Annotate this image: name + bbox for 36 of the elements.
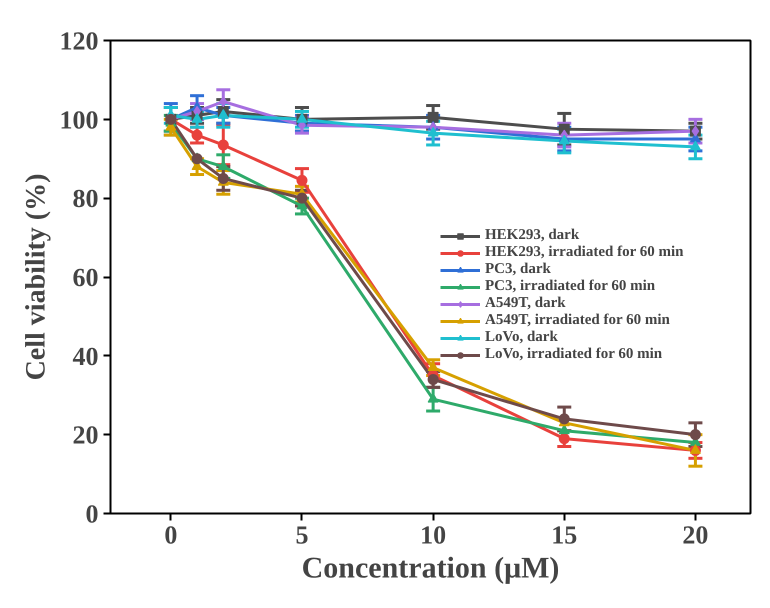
legend-label: PC3, irradiated for 60 min xyxy=(485,278,656,295)
point xyxy=(296,192,308,204)
point xyxy=(219,96,228,108)
point xyxy=(558,433,570,444)
point xyxy=(192,130,203,141)
y-tick-label: 100 xyxy=(60,105,98,134)
legend-label: PC3, dark xyxy=(485,261,551,278)
point xyxy=(192,113,203,123)
x-tick-label: 20 xyxy=(682,520,708,550)
legend-label: LoVo, dark xyxy=(485,329,558,346)
point xyxy=(218,139,229,150)
x-axis-title: Concentration (μM) xyxy=(302,552,560,584)
point xyxy=(690,140,701,150)
x-tick-label: 0 xyxy=(164,520,178,550)
point xyxy=(428,112,439,123)
legend-label: HEK293, irradiated for 60 min xyxy=(485,244,684,261)
point xyxy=(296,174,308,186)
point xyxy=(428,126,439,137)
y-axis-title: Cell viability (%) xyxy=(20,174,52,380)
y-tick-label: 40 xyxy=(72,342,98,371)
legend-label: A549T, irradiated for 60 min xyxy=(485,312,670,329)
x-tick-label: 5 xyxy=(295,520,308,550)
legend-label: LoVo, irradiated for 60 min xyxy=(485,346,662,363)
point xyxy=(218,172,229,184)
y-tick-label: 120 xyxy=(60,26,98,56)
x-tick-label: 15 xyxy=(551,520,578,550)
y-tick-label: 20 xyxy=(72,420,98,450)
point xyxy=(428,374,439,385)
y-tick-label: 60 xyxy=(72,263,98,292)
legend-label: A549T, dark xyxy=(485,295,566,312)
x-tick-label: 10 xyxy=(420,520,446,550)
point xyxy=(558,413,570,424)
y-tick-label: 80 xyxy=(72,184,98,214)
point xyxy=(690,429,701,440)
legend-label: HEK293, dark xyxy=(485,227,580,244)
y-tick-label: 0 xyxy=(86,500,98,528)
